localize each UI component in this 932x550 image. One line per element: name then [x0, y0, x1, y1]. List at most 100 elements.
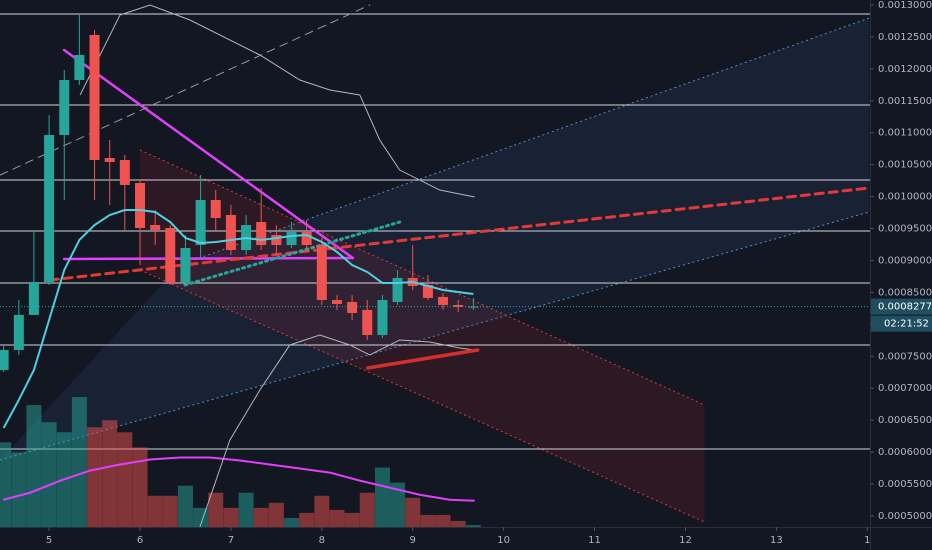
candle-body	[74, 54, 85, 81]
volume-bar	[390, 482, 406, 527]
candle-body	[165, 228, 176, 283]
candle-body	[422, 284, 433, 298]
volume-bar	[223, 507, 239, 527]
candle-body	[286, 231, 297, 246]
volume-bar	[41, 422, 57, 527]
trend-line	[62, 256, 355, 261]
y-tick-label: 0.0010000	[878, 192, 932, 203]
volume-bar	[329, 509, 345, 527]
channel-line	[179, 17, 870, 266]
y-tick-label: 0.0005000	[878, 511, 932, 522]
volume-bar	[299, 512, 315, 527]
candle-body	[135, 182, 145, 229]
volume-bar	[162, 495, 178, 527]
countdown-box	[871, 315, 932, 332]
volume-bar	[0, 442, 12, 527]
candle-body	[225, 214, 236, 250]
band-line	[79, 4, 475, 198]
candle-body	[468, 306, 479, 308]
y-tick-label: 0.0006000	[878, 447, 932, 458]
candle-body	[377, 300, 388, 336]
plot-area	[0, 4, 870, 527]
volume-bar	[253, 507, 269, 527]
x-tick-label: 7	[228, 535, 234, 546]
volume-bar	[284, 517, 300, 527]
trend-line	[0, 4, 371, 176]
band-line	[199, 334, 475, 527]
volume-bar	[26, 405, 42, 527]
candle-body	[301, 231, 312, 246]
volume-bar	[465, 524, 481, 527]
volume-bar	[359, 492, 375, 527]
volume-average	[2, 456, 475, 502]
x-tick-label: 11	[588, 535, 601, 546]
trend-line	[48, 186, 870, 282]
candle-body	[89, 35, 100, 160]
countdown-label: 02:21:52	[884, 319, 929, 330]
y-tick-label: 0.0013000	[878, 0, 932, 11]
x-tick-label: 10	[497, 535, 510, 546]
y-tick-label: 0.0009000	[878, 255, 932, 266]
candle-body	[271, 234, 282, 246]
volume-bar	[102, 420, 118, 527]
volume-bar	[147, 495, 163, 527]
channel-line	[139, 269, 705, 523]
trend-line	[62, 48, 355, 260]
candle-body	[210, 199, 221, 218]
x-tick-label: 5	[46, 535, 52, 546]
y-tick-label: 0.0007500	[878, 351, 932, 362]
volume-bar	[314, 495, 330, 527]
candle-body	[256, 222, 267, 246]
y-tick-label: 0.0011000	[878, 128, 932, 139]
candle-body	[44, 135, 55, 282]
volume-bar	[450, 520, 466, 527]
volume-bar	[71, 397, 87, 527]
volume-bar	[344, 512, 360, 527]
moving-average	[2, 209, 474, 429]
x-tick-label: 8	[319, 535, 325, 546]
candle-body	[13, 314, 24, 351]
volume-bar	[435, 514, 451, 527]
x-tick-label: 12	[679, 535, 692, 546]
candle-body	[453, 304, 464, 307]
volume-bar	[208, 492, 224, 527]
volume-bar	[405, 497, 421, 527]
volume-bar	[11, 452, 27, 527]
candle-body	[28, 281, 39, 315]
candle-body	[104, 158, 115, 162]
volume-bar	[420, 514, 436, 527]
candle-body	[0, 350, 9, 371]
volume-bar	[268, 502, 284, 527]
trend-line	[183, 220, 402, 287]
y-tick-label: 0.0007000	[878, 383, 932, 394]
y-tick-label: 0.0008500	[878, 287, 932, 298]
candle-body	[392, 277, 403, 302]
volume-bar	[238, 492, 254, 527]
y-tick-label: 0.0005500	[878, 479, 932, 490]
candle-body	[59, 80, 70, 136]
channel-line	[139, 149, 705, 406]
axes: 0.0005000 0.0005500 0.0006000 0.0006500 0.00…	[46, 0, 932, 546]
candle-body	[180, 248, 191, 282]
y-tick-label: 0.0011500	[878, 96, 932, 107]
y-tick-label: 0.0009500	[878, 224, 932, 235]
candle-body	[119, 159, 130, 185]
y-tick-label: 0.0012500	[878, 32, 932, 43]
trend-line	[365, 348, 480, 370]
volume-bar	[374, 467, 390, 527]
x-tick-label: 9	[410, 535, 416, 546]
volume-bar	[177, 485, 193, 527]
y-tick-label: 0.0012000	[878, 64, 932, 75]
candle-body	[347, 301, 358, 313]
candle-body	[150, 225, 161, 230]
candle-body	[332, 300, 342, 304]
volume-bar	[117, 432, 133, 527]
x-tick-label: 6	[137, 535, 143, 546]
volume-bar	[87, 427, 103, 527]
channel-line	[0, 211, 870, 461]
x-tick-label: 13	[770, 535, 783, 546]
y-tick-label: 0.0006500	[878, 415, 932, 426]
channel-fill	[0, 18, 870, 460]
